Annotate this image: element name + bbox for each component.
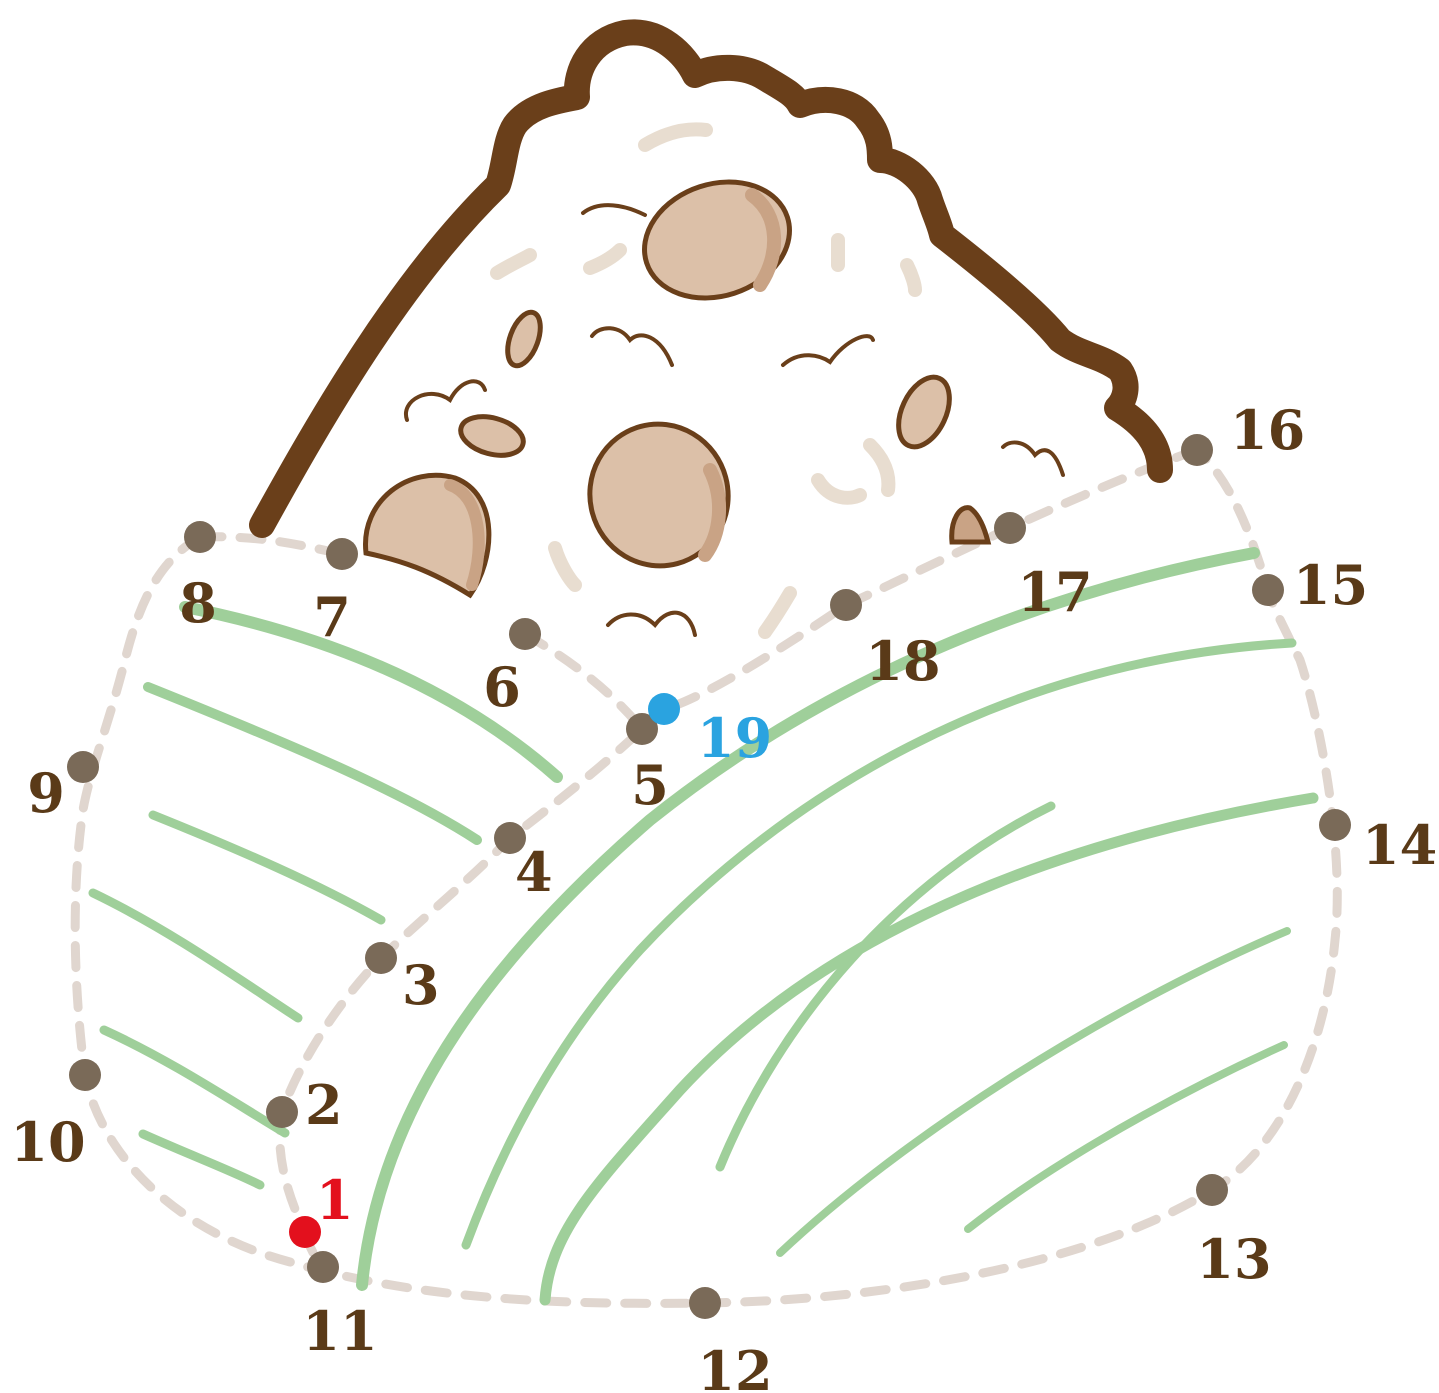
dot-label-8: 8 <box>179 571 217 635</box>
dot-label-4: 4 <box>515 840 553 904</box>
dot-label-2: 2 <box>305 1073 343 1137</box>
dot-2[interactable] <box>266 1096 298 1128</box>
dot-label-13: 13 <box>1196 1227 1271 1291</box>
dot-label-6: 6 <box>483 655 521 719</box>
dot-19[interactable] <box>648 693 680 725</box>
dot-label-7: 7 <box>313 585 351 649</box>
dot-label-10: 10 <box>10 1110 85 1174</box>
dot-3[interactable] <box>365 942 397 974</box>
leaf-strokes <box>93 553 1313 1300</box>
dot-label-16: 16 <box>1230 398 1305 462</box>
dot-label-11: 11 <box>302 1299 377 1363</box>
dot-9[interactable] <box>67 751 99 783</box>
dot-label-15: 15 <box>1293 553 1368 617</box>
dot-label-1: 1 <box>316 1168 354 1232</box>
dot-label-18: 18 <box>865 629 940 693</box>
dot-18[interactable] <box>830 589 862 621</box>
dot-12[interactable] <box>689 1287 721 1319</box>
dot-10[interactable] <box>69 1059 101 1091</box>
dot-label-17: 17 <box>1017 560 1092 624</box>
dot-7[interactable] <box>326 538 358 570</box>
dot-16[interactable] <box>1181 434 1213 466</box>
dot-label-5: 5 <box>631 753 669 817</box>
dot-6[interactable] <box>509 618 541 650</box>
dot-8[interactable] <box>184 521 216 553</box>
dot-11[interactable] <box>307 1251 339 1283</box>
dot-14[interactable] <box>1319 809 1351 841</box>
dot-label-3: 3 <box>402 953 440 1017</box>
dot-label-9: 9 <box>27 761 65 825</box>
dot-label-19: 19 <box>697 706 772 770</box>
dot-13[interactable] <box>1196 1174 1228 1206</box>
sprout-top <box>262 32 1160 635</box>
dot-label-12: 12 <box>697 1339 772 1393</box>
dot-17[interactable] <box>994 512 1026 544</box>
dot-15[interactable] <box>1252 574 1284 606</box>
dot-label-14: 14 <box>1362 813 1437 877</box>
